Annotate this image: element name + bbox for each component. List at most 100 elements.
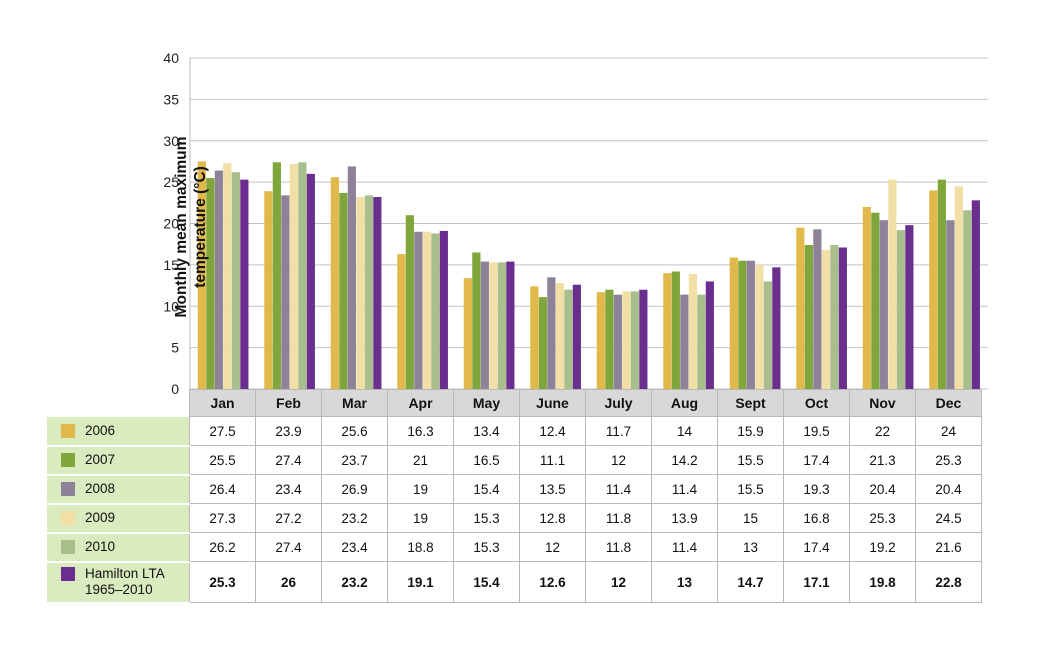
bar-2009-oct	[821, 249, 830, 389]
y-tick-label: 25	[163, 174, 179, 190]
table-cell: 25.5	[189, 445, 256, 475]
bar-hamilton-oct	[838, 247, 847, 389]
month-header: Mar	[321, 389, 388, 417]
bar-2007-may	[472, 252, 481, 389]
table-cell: 26.4	[189, 474, 256, 504]
bar-2010-apr	[431, 233, 440, 389]
table-cell: 15	[717, 503, 784, 533]
table-cell: 21.3	[849, 445, 916, 475]
table-cell: 13	[717, 532, 784, 562]
series-name: 2007	[85, 452, 116, 467]
table-header-row: Jan Feb Mar Apr May June July Aug Sept O…	[47, 389, 982, 417]
table-cell: 14	[651, 416, 718, 446]
bar-2006-jan	[197, 161, 206, 389]
table-cell: 11.7	[585, 416, 652, 446]
y-tick-label: 15	[163, 257, 179, 273]
y-tick-label: 5	[171, 340, 179, 356]
bar-2008-may	[480, 261, 489, 389]
table-cell: 12	[519, 532, 586, 562]
series-name: 2009	[85, 510, 116, 525]
bar-2010-feb	[298, 162, 307, 389]
bar-2010-sept	[763, 281, 772, 389]
table-cell: 27.5	[189, 416, 256, 446]
series-name: 2010	[85, 539, 116, 554]
bar-hamilton-aug	[705, 281, 714, 389]
bar-2007-sept	[738, 260, 747, 389]
table-row: 2007 25.5 27.4 23.7 21 16.5 11.1 12 14.2 15.5 17.4…	[47, 445, 982, 476]
month-header: Nov	[849, 389, 916, 417]
bar-2006-aug	[663, 273, 672, 389]
table-cell: 20.4	[915, 474, 982, 504]
table-cell: 17.4	[783, 532, 850, 562]
table-cell: 13	[651, 561, 718, 603]
table-cell: 20.4	[849, 474, 916, 504]
table-row: 2009 27.3 27.2 23.2 19 15.3 12.8 11.8 13.9 15 16.8…	[47, 503, 982, 534]
table-cell: 11.8	[585, 532, 652, 562]
bar-hamilton-apr	[439, 230, 448, 389]
table-cell: 27.4	[255, 532, 322, 562]
bar-hamilton-jan	[240, 179, 249, 389]
month-header: Apr	[387, 389, 454, 417]
legend-swatch	[61, 540, 75, 554]
table-cell: 15.3	[453, 503, 520, 533]
month-header: Oct	[783, 389, 850, 417]
table-cell: 24.5	[915, 503, 982, 533]
month-header: May	[453, 389, 520, 417]
bar-2006-feb	[264, 191, 273, 389]
y-axis-ticks: 0 5 10 15 20 25 30 35 40	[163, 50, 179, 397]
bar-2010-oct	[830, 245, 839, 389]
bar-2009-nov	[888, 179, 897, 389]
legend-swatch	[61, 511, 75, 525]
table-cell: 14.2	[651, 445, 718, 475]
bar-2008-oct	[813, 229, 822, 389]
bar-2009-feb	[289, 163, 298, 389]
table-cell: 17.4	[783, 445, 850, 475]
table-cell: 21.6	[915, 532, 982, 562]
y-tick-label: 20	[163, 216, 179, 232]
table-cell: 25.3	[915, 445, 982, 475]
table-cell: 24	[915, 416, 982, 446]
series-label: 2008	[47, 474, 190, 505]
table-cell: 23.2	[321, 503, 388, 533]
table-cell: 12	[585, 445, 652, 475]
bar-2010-june	[564, 289, 573, 389]
table-cell: 23.4	[321, 532, 388, 562]
series-name: 2006	[85, 422, 116, 438]
series-name: 2008	[85, 481, 116, 496]
table-cell: 12.4	[519, 416, 586, 446]
bar-2009-apr	[422, 231, 431, 389]
month-header: Jan	[189, 389, 256, 417]
table-cell: 23.9	[255, 416, 322, 446]
bar-2008-apr	[414, 231, 423, 389]
table-cell: 14.7	[717, 561, 784, 603]
bar-2010-july	[630, 291, 639, 389]
table-cell: 11.4	[651, 532, 718, 562]
bar-2006-mar	[330, 177, 339, 389]
table-cell: 15.4	[453, 474, 520, 504]
bar-2008-feb	[281, 195, 290, 389]
series-name: Hamilton LTA 1965–2010	[85, 566, 165, 598]
bar-2009-jan	[223, 163, 232, 389]
table-cell: 21	[387, 445, 454, 475]
bar-hamilton-mar	[373, 197, 382, 389]
table-cell: 12.8	[519, 503, 586, 533]
bar-2008-june	[547, 277, 556, 389]
bar-2008-dec	[946, 220, 955, 389]
bar-2010-nov	[896, 230, 905, 389]
bar-2010-mar	[364, 195, 373, 389]
bar-2007-june	[538, 297, 547, 389]
table-cell: 19.5	[783, 416, 850, 446]
legend-swatch	[61, 453, 75, 467]
legend-swatch	[61, 567, 75, 581]
gridlines	[190, 57, 988, 390]
month-header: Feb	[255, 389, 322, 417]
bar-2006-july	[596, 292, 605, 389]
series-label: 2007	[47, 445, 190, 476]
bar-2009-june	[555, 283, 564, 389]
bar-2007-nov	[871, 212, 880, 389]
table-body: 2006 27.5 23.9 25.6 16.3 13.4 12.4 11.7 14 15.9 19…	[47, 416, 982, 604]
table-cell: 13.4	[453, 416, 520, 446]
bar-2006-may	[463, 278, 472, 389]
table-cell: 17.1	[783, 561, 850, 603]
